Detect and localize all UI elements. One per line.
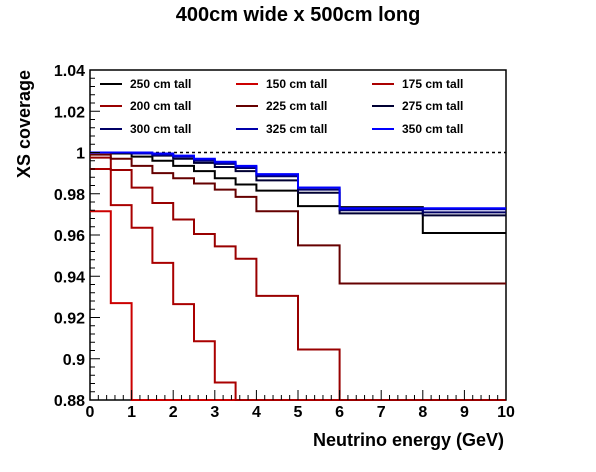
series-line-3 [90, 156, 506, 401]
legend-entry: 225 cm tall [236, 99, 327, 113]
y-tick-label: 1 [76, 146, 85, 163]
legend-label: 200 cm tall [130, 99, 191, 113]
x-tick-label: 1 [127, 404, 136, 421]
x-tick-label: 4 [252, 404, 261, 421]
x-tick-label: 10 [497, 404, 515, 421]
y-tick-label: 0.98 [54, 187, 85, 204]
x-tick-label: 6 [335, 404, 344, 421]
legend-entry: 275 cm tall [372, 99, 463, 113]
x-tick-label: 0 [86, 404, 95, 421]
legend-label: 350 cm tall [402, 122, 463, 136]
legend-label: 175 cm tall [402, 77, 463, 91]
legend-entry: 175 cm tall [372, 77, 463, 91]
y-tick-label: 0.92 [54, 311, 85, 328]
y-tick-label: 1.04 [54, 63, 85, 80]
legend-entry: 350 cm tall [372, 122, 463, 136]
series-line-2 [90, 168, 506, 401]
legend-entry: 250 cm tall [100, 77, 191, 91]
x-tick-label: 9 [460, 404, 469, 421]
y-tick-label: 0.96 [54, 228, 85, 245]
x-tick-label: 2 [169, 404, 178, 421]
y-tick-label: 0.9 [63, 352, 85, 369]
legend-entry: 300 cm tall [100, 122, 191, 136]
legend-label: 250 cm tall [130, 77, 191, 91]
legend-label: 325 cm tall [266, 122, 327, 136]
legend-entry: 200 cm tall [100, 99, 191, 113]
y-axis-label: XS coverage [14, 70, 34, 178]
legend-entry: 325 cm tall [236, 122, 327, 136]
chart-title: 400cm wide x 500cm long [175, 4, 421, 26]
legend-label: 300 cm tall [130, 122, 191, 136]
y-tick-label: 0.88 [54, 393, 85, 410]
series-line-4 [90, 153, 506, 285]
legend-label: 225 cm tall [266, 99, 327, 113]
x-axis-label: Neutrino energy (GeV) [313, 430, 504, 450]
legend-label: 150 cm tall [266, 77, 327, 91]
x-tick-label: 8 [418, 404, 427, 421]
x-tick-label: 7 [377, 404, 386, 421]
x-tick-label: 5 [294, 404, 303, 421]
x-tick-label: 3 [210, 404, 219, 421]
legend-label: 275 cm tall [402, 99, 463, 113]
y-tick-label: 0.94 [54, 269, 85, 286]
legend-entry: 150 cm tall [236, 77, 327, 91]
series-line-8 [90, 151, 506, 210]
y-tick-label: 1.02 [54, 104, 85, 121]
